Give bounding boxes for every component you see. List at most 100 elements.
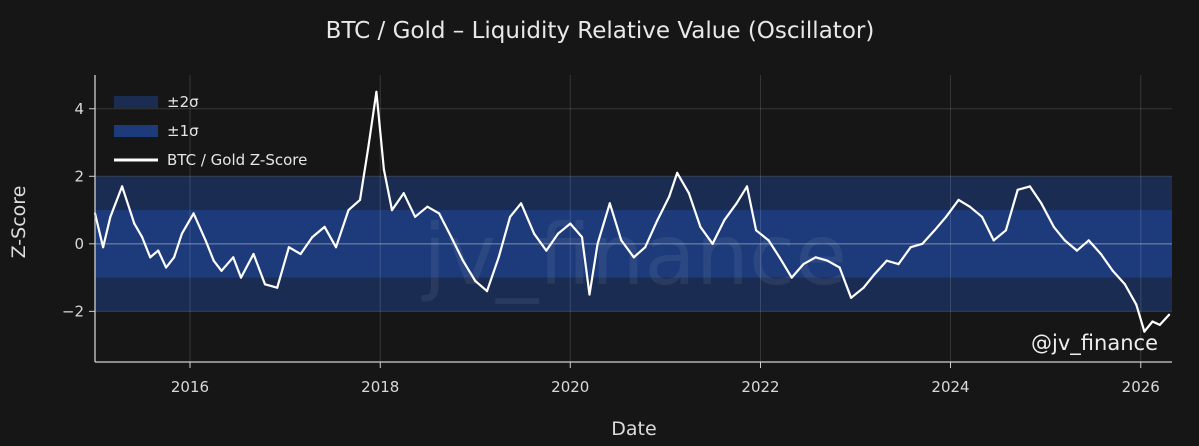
- data-point: [1099, 252, 1102, 256]
- data-point: [1158, 323, 1161, 326]
- data-point: [1151, 320, 1154, 323]
- grid: [95, 75, 1172, 362]
- data-point: [220, 269, 223, 272]
- data-point: [909, 246, 912, 249]
- data-point: [252, 252, 255, 256]
- data-point: [263, 283, 267, 286]
- data-point: [533, 232, 536, 235]
- data-point: [474, 279, 477, 283]
- data-point: [588, 293, 591, 296]
- y-axis-title: Z-Score: [8, 186, 30, 259]
- chart-title: BTC / Gold – Liquidity Relative Value (O…: [326, 18, 875, 44]
- data-point: [157, 249, 160, 252]
- data-point: [933, 229, 936, 232]
- data-point: [180, 232, 183, 235]
- x-axis-title: Date: [611, 418, 656, 440]
- data-point: [644, 246, 647, 249]
- band-2: [95, 210, 1172, 278]
- data-point: [826, 259, 829, 262]
- data-point: [1016, 188, 1019, 191]
- data-point: [358, 198, 362, 201]
- data-point: [426, 205, 429, 208]
- data-point: [945, 215, 948, 218]
- legend-label: BTC / Gold Z-Score: [167, 151, 307, 169]
- axes: [94, 75, 1172, 363]
- data-point: [838, 266, 841, 269]
- data-point: [596, 242, 599, 245]
- sigma-bands: [95, 176, 1172, 312]
- y-tick-label: 0: [74, 235, 84, 253]
- data-point: [921, 242, 924, 245]
- data-point: [173, 256, 176, 259]
- data-point: [676, 171, 679, 174]
- legend-swatch: [114, 96, 158, 108]
- data-point: [102, 246, 105, 249]
- data-point: [109, 215, 112, 218]
- data-point: [814, 256, 817, 259]
- data-point: [485, 290, 489, 293]
- data-point: [980, 215, 984, 218]
- data-point: [323, 225, 326, 228]
- data-point: [1168, 313, 1171, 316]
- data-point: [745, 185, 749, 188]
- data-point: [121, 185, 124, 188]
- data-point: [957, 198, 960, 201]
- y-tick-label: 2: [74, 167, 84, 185]
- data-point: [668, 195, 671, 198]
- data-point: [687, 192, 691, 195]
- data-point: [608, 202, 611, 205]
- data-point: [1143, 330, 1146, 333]
- data-point: [1123, 283, 1126, 286]
- data-point: [850, 296, 853, 299]
- data-point: [1040, 202, 1043, 205]
- x-tick-label: 2018: [361, 378, 399, 396]
- data-point: [1004, 229, 1008, 232]
- x-tick-label: 2022: [741, 378, 779, 396]
- data-point: [767, 239, 770, 242]
- data-point: [520, 202, 523, 205]
- data-point: [862, 286, 865, 289]
- data-point: [239, 276, 243, 279]
- data-point: [414, 215, 417, 218]
- watermark-text: jv_finance: [421, 206, 847, 304]
- data-point: [735, 202, 738, 205]
- legend-swatch: [114, 125, 158, 137]
- data-point: [885, 259, 888, 262]
- data-point: [699, 225, 702, 228]
- y-tick-label: 4: [74, 100, 84, 118]
- data-point: [165, 266, 168, 269]
- data-point: [1052, 225, 1055, 228]
- legend-label: ±2σ: [167, 93, 199, 111]
- data-point: [382, 168, 385, 171]
- y-tick-label: −2: [62, 302, 84, 320]
- data-point: [438, 212, 441, 215]
- data-point: [873, 273, 876, 276]
- data-point: [450, 236, 453, 239]
- tick-labels: 2016 2018 2020 2022 2024 2026 4 2 0 −2: [62, 100, 1160, 396]
- series-layer: [93, 90, 1171, 333]
- data-point: [390, 209, 394, 212]
- data-point: [1075, 249, 1079, 252]
- data-point: [556, 232, 560, 235]
- data-point: [755, 229, 758, 232]
- data-point: [509, 215, 512, 218]
- data-point: [311, 236, 314, 239]
- data-point: [497, 256, 500, 259]
- data-point: [968, 205, 971, 208]
- data-point: [334, 246, 338, 249]
- data-point: [790, 276, 793, 279]
- data-point: [723, 219, 726, 222]
- data-point: [192, 212, 195, 215]
- data-point: [232, 256, 235, 259]
- data-point: [632, 256, 635, 259]
- legend-label: ±1σ: [167, 122, 199, 140]
- data-point: [1111, 269, 1114, 272]
- data-point: [141, 236, 144, 239]
- data-point: [402, 192, 405, 195]
- data-point: [1063, 239, 1066, 242]
- data-point: [897, 263, 900, 266]
- x-tick-label: 2020: [551, 378, 589, 396]
- source-handle: @jv_finance: [1031, 331, 1158, 356]
- data-point: [620, 239, 623, 242]
